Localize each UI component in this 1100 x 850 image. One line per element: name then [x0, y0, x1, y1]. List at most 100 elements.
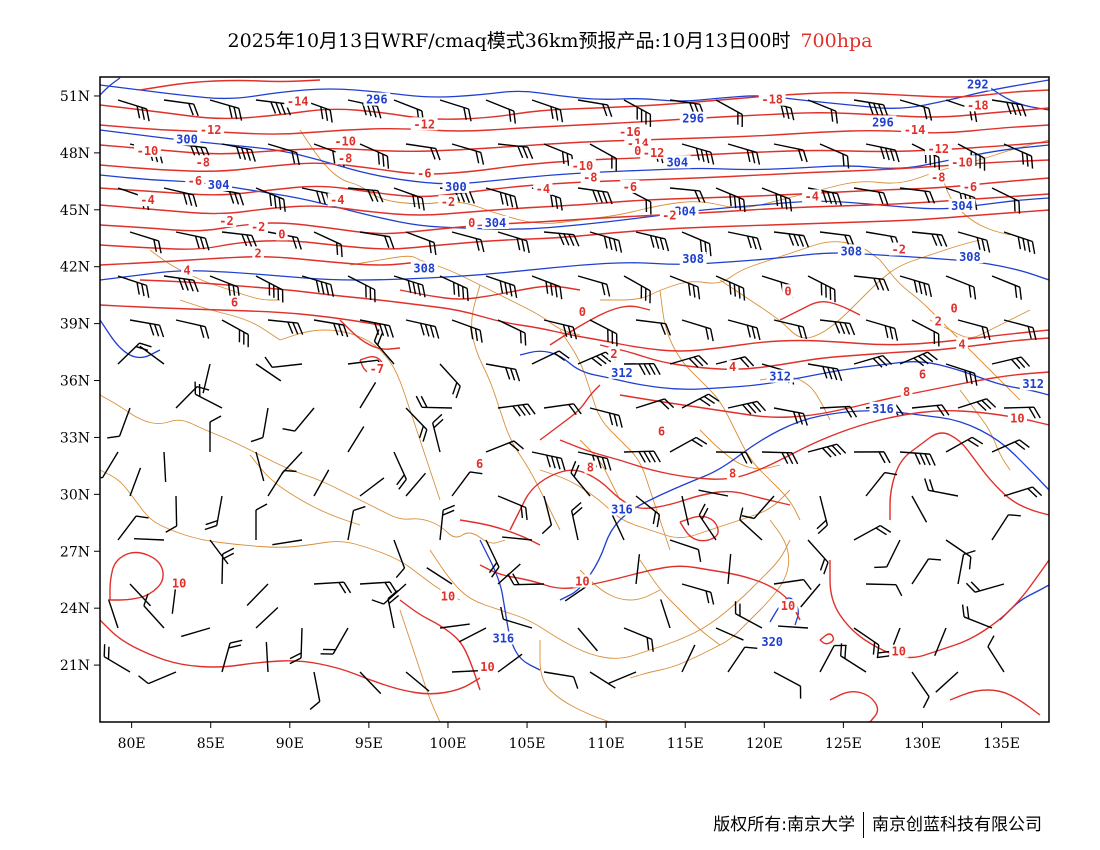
wind-barb-staff — [359, 231, 390, 238]
wind-barb-feather — [790, 107, 795, 121]
wind-barb-feather — [872, 642, 876, 655]
wind-barb-feather — [415, 395, 423, 408]
temperature-label-bg — [900, 384, 913, 398]
wind-barb — [727, 646, 758, 673]
temperature-label: -2 — [251, 220, 265, 234]
wind-barb-feather — [153, 324, 160, 337]
wind-barb-feather — [798, 234, 805, 247]
wind-barb-feather — [107, 646, 110, 660]
wind-barb-staff — [945, 539, 972, 558]
wind-barb-staff — [681, 143, 712, 153]
wind-barb-feather — [382, 154, 385, 167]
wind-barb-feather — [829, 287, 832, 300]
wind-barb — [819, 405, 858, 418]
wind-barb — [911, 319, 940, 347]
wind-barb-staff — [853, 524, 881, 541]
temperature-label-bg — [620, 179, 640, 193]
wind-barb-staff — [272, 363, 303, 369]
wind-barb-feather — [139, 342, 152, 348]
wind-barb-feather — [659, 237, 665, 251]
wind-barb-feather — [606, 458, 612, 471]
boundary-line — [399, 609, 441, 722]
wind-barb-feather — [986, 398, 997, 408]
wind-barb — [681, 583, 715, 605]
height-label: 312 — [1022, 377, 1044, 391]
wind-barb — [359, 382, 377, 409]
wind-barb-feather — [697, 549, 702, 562]
wind-barb-staff — [577, 351, 606, 365]
wind-barb — [669, 275, 701, 300]
wind-barb-feather — [694, 190, 701, 203]
wind-barb-staff — [117, 515, 137, 541]
wind-barb-feather — [514, 369, 521, 382]
wind-barb-feather — [383, 324, 390, 337]
wind-barb-staff — [899, 451, 930, 455]
wind-barb-feather — [149, 323, 155, 336]
wind-barb-staff — [957, 398, 987, 409]
wind-barb-feather — [194, 381, 197, 395]
wind-barb-feather — [488, 562, 498, 574]
wind-barb-feather — [499, 192, 504, 205]
wind-barb — [393, 539, 406, 579]
wind-barb-feather — [229, 639, 243, 644]
wind-barb-feather — [822, 190, 828, 203]
wind-barb — [282, 407, 315, 432]
wind-barb-feather — [917, 355, 929, 365]
wind-barb-staff — [865, 472, 886, 497]
wind-barb — [129, 583, 152, 607]
boundary-line — [249, 454, 361, 526]
wind-barb-feather — [1027, 487, 1038, 498]
wind-barb-feather — [710, 152, 715, 165]
wind-barb-feather — [193, 279, 199, 293]
wind-barb — [181, 627, 211, 638]
temperature-contours — [100, 79, 1049, 722]
wind-barb-staff — [987, 646, 1005, 673]
wind-barb-staff — [221, 642, 231, 673]
wind-barb-feather — [188, 103, 194, 116]
wind-barb-feather — [367, 189, 374, 202]
wind-barb-feather — [412, 194, 416, 208]
temperature-label: -7 — [370, 362, 384, 376]
height-contour — [519, 350, 1049, 396]
wind-barb-feather — [737, 112, 739, 125]
wind-barb-staff — [393, 99, 423, 112]
wind-barb — [264, 356, 303, 369]
wind-barb-feather — [480, 152, 485, 165]
height-label: 316 — [872, 402, 894, 416]
wind-barb — [405, 671, 430, 692]
wind-barb-feather — [831, 445, 842, 456]
wind-barb-feather — [433, 418, 444, 429]
temperature-contour — [100, 89, 1049, 120]
wind-barb-feather — [1014, 441, 1026, 451]
wind-barb — [840, 643, 867, 673]
height-label: 312 — [611, 366, 633, 380]
wind-barb — [246, 583, 269, 607]
temperature-contour — [100, 177, 1049, 216]
wind-barb-feather — [817, 524, 828, 535]
wind-barb — [459, 627, 487, 643]
wind-barb — [865, 583, 903, 597]
wind-barb-feather — [884, 325, 889, 339]
wind-barb-feather — [738, 286, 741, 299]
wind-barb-feather — [883, 451, 891, 464]
wind-barb-feather — [591, 357, 603, 367]
wind-barb — [819, 143, 850, 169]
wind-barb-feather — [183, 278, 189, 291]
wind-barb — [807, 443, 847, 458]
wind-barb-feather — [879, 524, 892, 533]
wind-barb-feather — [803, 579, 812, 591]
wind-barb-feather — [372, 189, 379, 203]
temperature-label-bg — [248, 219, 268, 233]
wind-barb-staff — [589, 671, 616, 689]
wind-barb-feather — [877, 356, 888, 367]
wind-barb — [991, 514, 1021, 541]
wind-barb-feather — [519, 330, 522, 344]
wind-barb-feather — [648, 450, 656, 463]
wind-barb-staff — [451, 231, 482, 241]
wind-barb — [727, 319, 761, 341]
wind-barb-feather — [386, 156, 390, 169]
wind-barb-feather — [475, 238, 480, 251]
wind-barb-feather — [703, 395, 715, 405]
wind-barb-feather — [601, 282, 606, 296]
